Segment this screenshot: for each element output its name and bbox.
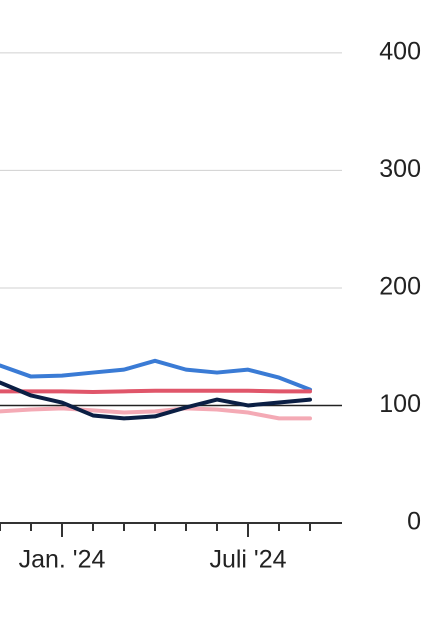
y-tick-label: 0 bbox=[407, 508, 421, 536]
y-tick-label: 100 bbox=[379, 390, 421, 418]
y-tick-label: 300 bbox=[379, 155, 421, 183]
series-line bbox=[0, 358, 312, 392]
series-line bbox=[0, 406, 312, 421]
series-line bbox=[0, 380, 312, 421]
x-tick-label: Jan. '24 bbox=[19, 546, 106, 574]
series-line bbox=[0, 388, 312, 394]
y-tick-label: 200 bbox=[379, 273, 421, 301]
x-tick-label: Juli '24 bbox=[209, 546, 286, 574]
y-tick-label: 400 bbox=[379, 37, 421, 65]
